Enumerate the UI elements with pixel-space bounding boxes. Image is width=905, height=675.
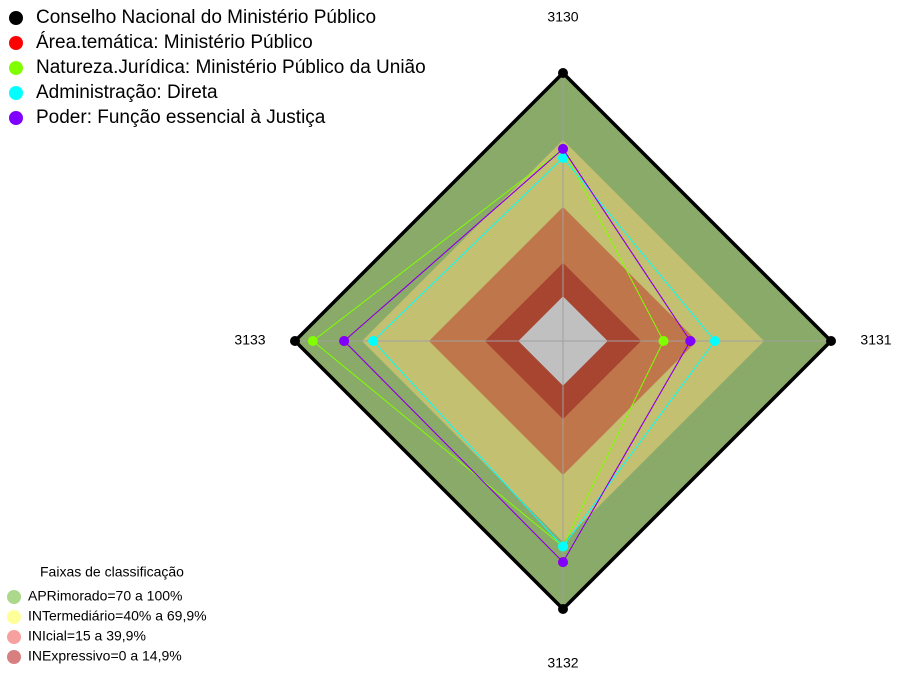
legend-marker [9, 111, 23, 125]
bands-legend-label: INExpressivo=0 a 14,9% [28, 648, 182, 664]
legend-label: Área.temática: Ministério Público [36, 32, 313, 53]
legend-label: Administração: Direta [36, 82, 218, 103]
bands-legend-marker [7, 590, 21, 604]
series-point [290, 336, 300, 346]
bands-legend-label: INIcial=15 a 39,9% [28, 628, 146, 644]
legend-marker [9, 36, 23, 50]
legend-label: Conselho Nacional do Ministério Público [36, 7, 376, 28]
series-point [658, 336, 669, 346]
series-point [685, 336, 696, 346]
legend-label: Natureza.Jurídica: Ministério Público da… [36, 57, 426, 78]
legend-marker [9, 86, 23, 100]
axis-label: 3130 [547, 9, 578, 25]
axis-label: 3132 [547, 655, 578, 671]
legend-marker [9, 61, 23, 75]
series-point [558, 541, 568, 552]
series-point [826, 336, 836, 346]
series-point [709, 336, 720, 346]
bands-legend-marker [7, 650, 21, 664]
series-point [339, 336, 350, 346]
legend-marker [9, 11, 23, 25]
bands-legend-label: INTermediário=40% a 69,9% [28, 608, 207, 624]
bands-legend-title: Faixas de classificação [40, 564, 184, 580]
series-point [368, 336, 379, 346]
axis-label: 3131 [860, 332, 891, 348]
series-point [558, 604, 568, 614]
bands-legend-marker [7, 610, 21, 624]
series-point [558, 557, 568, 568]
series-point [307, 336, 318, 346]
axis-label: 3133 [234, 332, 265, 348]
series-point [558, 68, 568, 78]
bands-legend-marker [7, 630, 21, 644]
series-point [558, 152, 568, 163]
bands-legend-label: APRimorado=70 a 100% [28, 588, 183, 604]
legend-label: Poder: Função essencial à Justiça [36, 107, 326, 128]
series-point [558, 143, 568, 154]
